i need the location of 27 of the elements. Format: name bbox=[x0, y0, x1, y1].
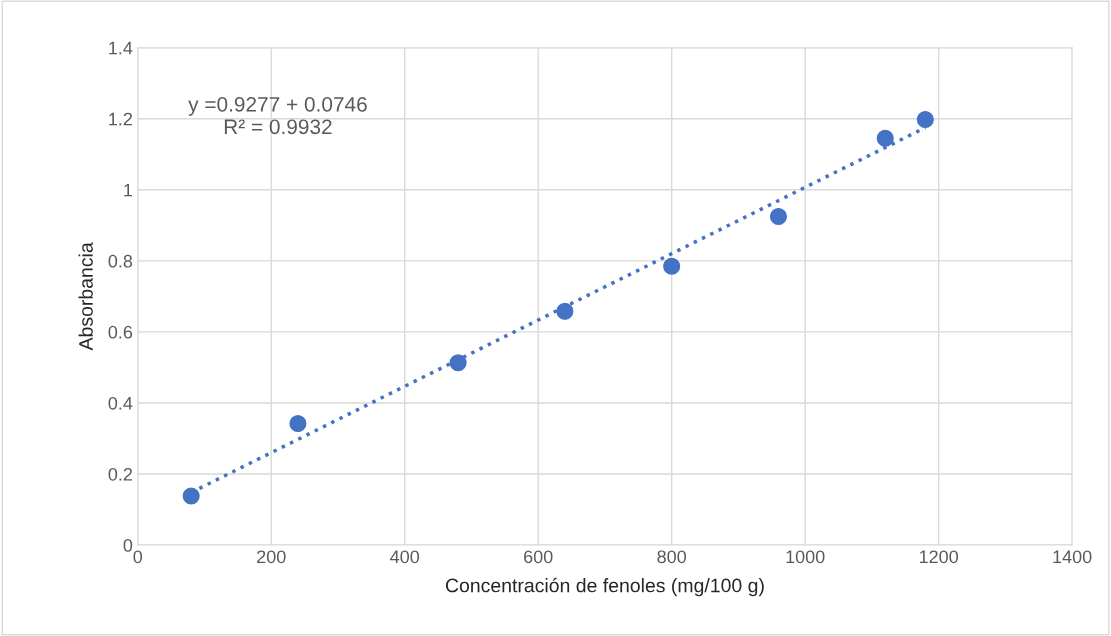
x-tick-label: 800 bbox=[657, 550, 687, 564]
point bbox=[663, 257, 681, 275]
y-tick-label: 1.2 bbox=[109, 112, 132, 126]
x-axis-title: Concentración de fenoles (mg/100 g) bbox=[445, 577, 764, 597]
x-tick-label: 0 bbox=[133, 550, 143, 564]
y-axis-title: Absorbancia bbox=[78, 242, 93, 351]
x-tick-label: 1000 bbox=[786, 550, 825, 564]
y-tick-label: 0.4 bbox=[108, 396, 133, 410]
y-tick-label: 0.2 bbox=[108, 467, 132, 481]
point bbox=[449, 354, 467, 372]
y-tick-label: 0.8 bbox=[108, 254, 133, 268]
x-tick-label: 1200 bbox=[919, 550, 959, 564]
point bbox=[916, 110, 934, 129]
y-tick-label: 1.4 bbox=[109, 41, 133, 55]
y-tick-label: 0 bbox=[123, 538, 133, 552]
y-tick-label: 1 bbox=[124, 183, 133, 197]
point bbox=[769, 207, 788, 225]
x-tick-label: 400 bbox=[390, 550, 420, 564]
annotation: y =0.9277 + 0.0746 R² = 0.9932 bbox=[188, 96, 367, 135]
x-tick-label: 200 bbox=[257, 550, 286, 564]
point bbox=[289, 415, 307, 433]
point bbox=[556, 302, 574, 320]
x-tick-label: 600 bbox=[524, 550, 553, 564]
y-tick-label: 0.6 bbox=[108, 325, 133, 339]
point bbox=[876, 129, 894, 147]
point bbox=[182, 487, 200, 505]
x-tick-label: 1400 bbox=[1053, 550, 1092, 564]
